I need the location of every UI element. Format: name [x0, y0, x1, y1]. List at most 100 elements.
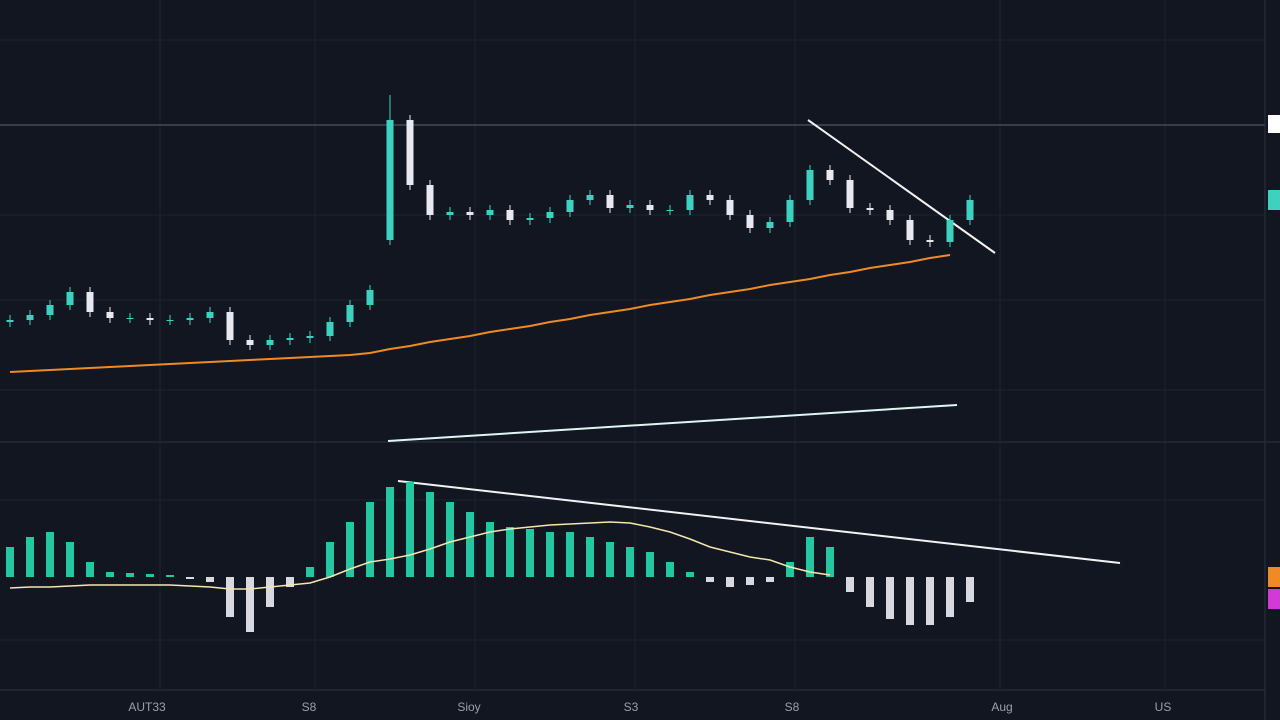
candle-body	[466, 212, 474, 215]
histogram-bar	[66, 542, 74, 577]
candle-body	[786, 200, 794, 222]
histogram-bar	[206, 577, 214, 582]
candle-body	[126, 318, 134, 319]
indicator-marker	[1268, 589, 1280, 609]
histogram-bar	[906, 577, 914, 625]
candle-body	[146, 318, 154, 320]
candle-body	[6, 320, 14, 322]
histogram-bar	[866, 577, 874, 607]
histogram-bar	[466, 512, 474, 577]
histogram-bar	[606, 542, 614, 577]
candle-body	[326, 322, 334, 336]
candle-body	[686, 195, 694, 210]
histogram-bar	[146, 574, 154, 577]
candle-body	[406, 120, 414, 185]
x-tick-label: Sioy	[457, 700, 480, 714]
candle-body	[886, 210, 894, 220]
histogram-bar	[106, 572, 114, 577]
candle-body	[286, 338, 294, 340]
x-tick-label: S8	[302, 700, 317, 714]
candle-body	[446, 212, 454, 215]
candle-body	[206, 312, 214, 318]
candle-body	[766, 222, 774, 228]
candle-body	[906, 220, 914, 240]
background-grid	[0, 0, 1265, 690]
candle-body	[866, 208, 874, 210]
candle-body	[966, 200, 974, 220]
candle-body	[246, 340, 254, 345]
candle-body	[586, 195, 594, 200]
histogram-bar	[646, 552, 654, 577]
histogram-bar	[486, 522, 494, 577]
x-tick-label: AUT33	[128, 700, 166, 714]
histogram-bar	[566, 532, 574, 577]
candle-body	[506, 210, 514, 220]
candle-body	[566, 200, 574, 212]
x-tick-label: S8	[785, 700, 800, 714]
histogram-bar	[726, 577, 734, 587]
candle-body	[486, 210, 494, 215]
histogram-bar	[926, 577, 934, 625]
histogram-bar	[346, 522, 354, 577]
candle-body	[846, 180, 854, 208]
histogram-bar	[686, 572, 694, 577]
candle-body	[66, 292, 74, 305]
x-tick-label: Aug	[991, 700, 1012, 714]
histogram-bar	[966, 577, 974, 602]
histogram-bar	[406, 482, 414, 577]
histogram-bar	[546, 532, 554, 577]
price-marker	[1268, 115, 1280, 133]
histogram-bar	[586, 537, 594, 577]
candle-body	[26, 315, 34, 320]
histogram-bar	[626, 547, 634, 577]
candle-body	[626, 205, 634, 208]
histogram-bar	[826, 547, 834, 577]
candle-body	[606, 195, 614, 208]
histogram-bar	[366, 502, 374, 577]
histogram-bar	[266, 577, 274, 607]
histogram-bar	[326, 542, 334, 577]
histogram-bar	[746, 577, 754, 585]
histogram-bar	[166, 575, 174, 577]
candle-body	[46, 305, 54, 315]
signal-line	[9, 521, 831, 590]
indicator-marker	[1268, 567, 1280, 587]
moving-average	[9, 254, 951, 373]
candle-body	[946, 220, 954, 242]
candle-body	[306, 336, 314, 338]
histogram-bar	[886, 577, 894, 619]
candle-body	[526, 218, 534, 220]
candle-body	[426, 185, 434, 215]
histogram-bar	[706, 577, 714, 582]
candle-body	[86, 292, 94, 312]
histogram-bar	[286, 577, 294, 587]
candle-body	[806, 170, 814, 200]
candle-body	[166, 320, 174, 321]
candle-body	[106, 312, 114, 318]
histogram-bar	[26, 537, 34, 577]
histogram-bar	[846, 577, 854, 592]
candle-body	[386, 120, 394, 240]
price-marker	[1268, 190, 1280, 210]
histogram-bar	[506, 527, 514, 577]
histogram-bar	[126, 573, 134, 577]
histogram-bar	[806, 537, 814, 577]
histogram-bar	[246, 577, 254, 632]
histogram-bar	[946, 577, 954, 617]
trend-line	[397, 480, 1121, 564]
candle-body	[666, 210, 674, 211]
trend-line	[387, 404, 958, 442]
candle-body	[826, 170, 834, 180]
histogram-bar	[86, 562, 94, 577]
trend-line	[807, 119, 996, 254]
candle-body	[726, 200, 734, 215]
histogram-bar	[666, 562, 674, 577]
histogram-bar	[306, 567, 314, 577]
candle-body	[346, 305, 354, 322]
histogram-bar	[46, 532, 54, 577]
candle-body	[226, 312, 234, 340]
candle-body	[186, 318, 194, 320]
candle-body	[926, 240, 934, 242]
